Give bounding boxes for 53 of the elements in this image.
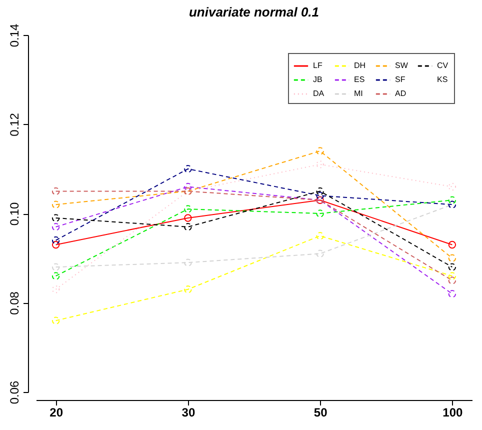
point <box>52 272 60 280</box>
point <box>316 192 324 200</box>
point <box>448 272 456 280</box>
point <box>316 160 324 168</box>
point <box>52 223 60 231</box>
point <box>52 286 60 294</box>
point <box>448 182 456 191</box>
point <box>316 232 324 240</box>
x-tick-label: 100 <box>442 406 464 420</box>
point <box>52 236 60 244</box>
point <box>184 223 192 231</box>
point <box>448 240 456 249</box>
point <box>316 250 324 258</box>
point <box>52 263 60 271</box>
point <box>52 316 60 324</box>
point <box>448 254 456 262</box>
x-tick-label: 50 <box>314 406 328 420</box>
legend-label: ES <box>354 75 365 84</box>
point <box>52 200 60 208</box>
point <box>448 263 456 271</box>
point <box>52 214 60 222</box>
legend-label: MI <box>354 89 363 98</box>
legend-label: AD <box>395 89 406 98</box>
point <box>448 196 456 204</box>
legend-label: CV <box>437 61 449 70</box>
point <box>52 240 60 249</box>
point <box>52 187 60 196</box>
legend-label: SF <box>395 75 406 84</box>
point <box>448 290 456 298</box>
x-tick-label: 30 <box>182 406 196 420</box>
point <box>184 214 192 222</box>
point <box>184 286 192 294</box>
chart-title: univariate normal 0.1 <box>188 4 320 20</box>
point <box>316 147 324 155</box>
legend-label: JB <box>313 75 322 84</box>
point <box>316 210 324 218</box>
legend-label: DH <box>354 61 366 70</box>
point <box>448 276 456 284</box>
legend-label: SW <box>395 61 408 70</box>
y-tick-label: 0.12 <box>8 112 22 136</box>
point <box>184 205 192 213</box>
y-tick-label: 0.08 <box>8 291 22 315</box>
point <box>316 187 324 196</box>
x-tick-label: 20 <box>50 406 64 420</box>
point <box>184 182 192 191</box>
y-tick-label: 0.06 <box>8 380 22 404</box>
point <box>184 165 192 173</box>
point <box>184 258 192 266</box>
y-tick-label: 0.14 <box>8 24 22 48</box>
text: KS <box>437 75 448 84</box>
legend-label: LF <box>313 61 322 70</box>
legend-label: DA <box>313 89 325 98</box>
y-tick-label: 0.10 <box>8 202 22 226</box>
